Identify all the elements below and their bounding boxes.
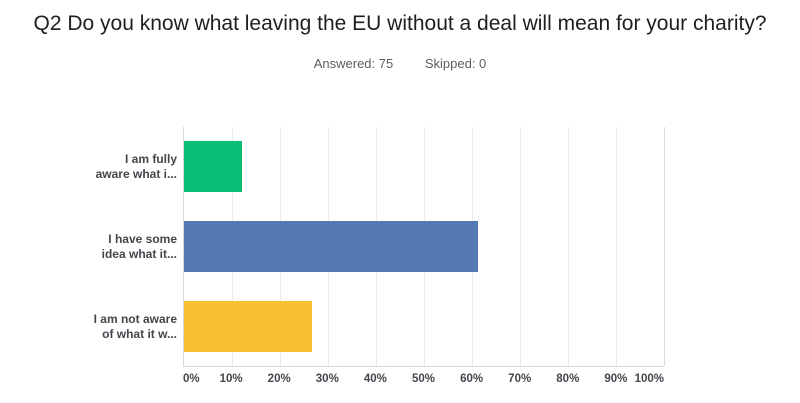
response-stats: Answered: 75 Skipped: 0 xyxy=(0,56,800,71)
gridline xyxy=(520,127,521,366)
bar-1 xyxy=(184,141,242,193)
x-axis-tick: 60% xyxy=(460,373,484,385)
bars-container xyxy=(184,127,664,366)
question-title: Q2 Do you know what leaving the EU witho… xyxy=(33,12,767,35)
x-axis-tick: 50% xyxy=(411,373,436,385)
category-label-line: I am fully xyxy=(124,152,177,166)
x-axis-tick: 30% xyxy=(315,373,339,385)
category-label-line: of what it w... xyxy=(102,327,177,341)
x-axis-tick: 10% xyxy=(219,373,243,385)
bar-chart: I am fully aware what i... I have some idea… xyxy=(0,127,800,389)
category-labels: I am fully aware what i... I have some idea… xyxy=(0,127,183,367)
category-label-line: I am not aware xyxy=(93,312,177,326)
gridline xyxy=(616,127,617,366)
bar-row xyxy=(184,207,664,287)
gridline xyxy=(568,127,569,366)
bar-3 xyxy=(184,300,313,352)
category-label: I have some idea what it... xyxy=(0,207,183,287)
survey-results-page: Q2 Do you know what leaving the EU witho… xyxy=(0,10,800,403)
bar-2 xyxy=(184,221,479,272)
bar-row xyxy=(184,286,664,366)
x-axis-tick: 70% xyxy=(508,373,532,385)
bar-row xyxy=(184,127,664,207)
x-axis-tick: 90% xyxy=(604,373,628,385)
x-axis-tick: 20% xyxy=(267,373,291,385)
x-axis-tick: 100% xyxy=(634,373,664,385)
category-label-line: aware what i... xyxy=(95,167,177,181)
x-axis-tick: 40% xyxy=(363,373,387,385)
category-label-line: idea what it... xyxy=(101,247,177,261)
x-axis-tick: 80% xyxy=(556,373,580,385)
x-axis-tick: 0% xyxy=(183,373,200,385)
gridline xyxy=(664,127,665,366)
answered-count: Answered: 75 xyxy=(313,56,394,71)
category-label: I am fully aware what i... xyxy=(0,127,183,207)
category-label-line: I have some xyxy=(108,232,177,246)
plot-area xyxy=(183,127,665,367)
skipped-count: Skipped: 0 xyxy=(424,56,487,71)
category-label: I am not aware of what it w... xyxy=(0,287,183,367)
x-axis: 0% 10% 20% 30% 40% 50% 60% 70% 80% 90% 100% xyxy=(183,373,664,389)
